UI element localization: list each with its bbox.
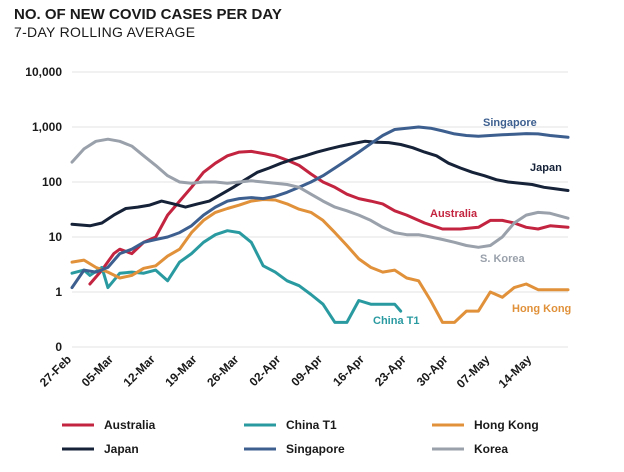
x-tick-label: 19-Mar — [162, 352, 199, 389]
y-tick-label: 10 — [49, 230, 63, 244]
legend-item: Singapore — [244, 442, 345, 456]
series-line-singapore — [70, 125, 570, 290]
y-tick-label: 1 — [55, 285, 62, 299]
series-annotation: Singapore — [483, 117, 537, 129]
x-tick-label: 16-Apr — [330, 352, 367, 389]
chart-title: NO. OF NEW COVID CASES PER DAY — [14, 6, 282, 23]
legend-label: China T1 — [286, 418, 337, 432]
x-tick-label: 14-May — [496, 352, 535, 391]
series-annotation: S. Korea — [480, 253, 526, 265]
legend-label: Korea — [474, 442, 508, 456]
series-line-japan — [70, 139, 570, 228]
series-line-hong-kong — [70, 198, 570, 324]
legend-label: Australia — [104, 418, 156, 432]
series-annotation: Australia — [430, 208, 478, 220]
x-tick-label: 12-Mar — [121, 352, 158, 389]
series-line-australia — [88, 149, 570, 286]
legend-item: China T1 — [244, 418, 337, 432]
x-tick-label: 09-Apr — [288, 352, 325, 389]
y-tick-label: 10,000 — [25, 65, 62, 79]
legend-item: Australia — [62, 418, 156, 432]
series-annotation: China T1 — [373, 315, 419, 327]
series-annotation: Japan — [530, 162, 562, 174]
y-tick-label: 100 — [42, 175, 62, 189]
x-tick-label: 05-Mar — [79, 352, 116, 389]
legend-label: Singapore — [286, 442, 345, 456]
y-tick-label: 0 — [55, 340, 62, 354]
x-tick-label: 27-Feb — [37, 352, 74, 389]
x-tick-label: 02-Apr — [246, 352, 283, 389]
y-tick-label: 1,000 — [32, 120, 62, 134]
x-tick-label: 26-Mar — [204, 352, 241, 389]
x-tick-label: 23-Apr — [372, 352, 409, 389]
x-tick-label: 30-Apr — [414, 352, 451, 389]
series-line-korea — [70, 137, 570, 249]
gridlines — [72, 71, 568, 348]
legend-item: Korea — [432, 442, 508, 456]
chart-subtitle: 7-DAY ROLLING AVERAGE — [14, 24, 196, 40]
legend-item: Japan — [62, 442, 139, 456]
x-tick-label: 07-May — [454, 352, 493, 391]
legend-label: Hong Kong — [474, 418, 539, 432]
legend-label: Japan — [104, 442, 139, 456]
series-annotation: Hong Kong — [512, 303, 571, 315]
legend-item: Hong Kong — [432, 418, 539, 432]
